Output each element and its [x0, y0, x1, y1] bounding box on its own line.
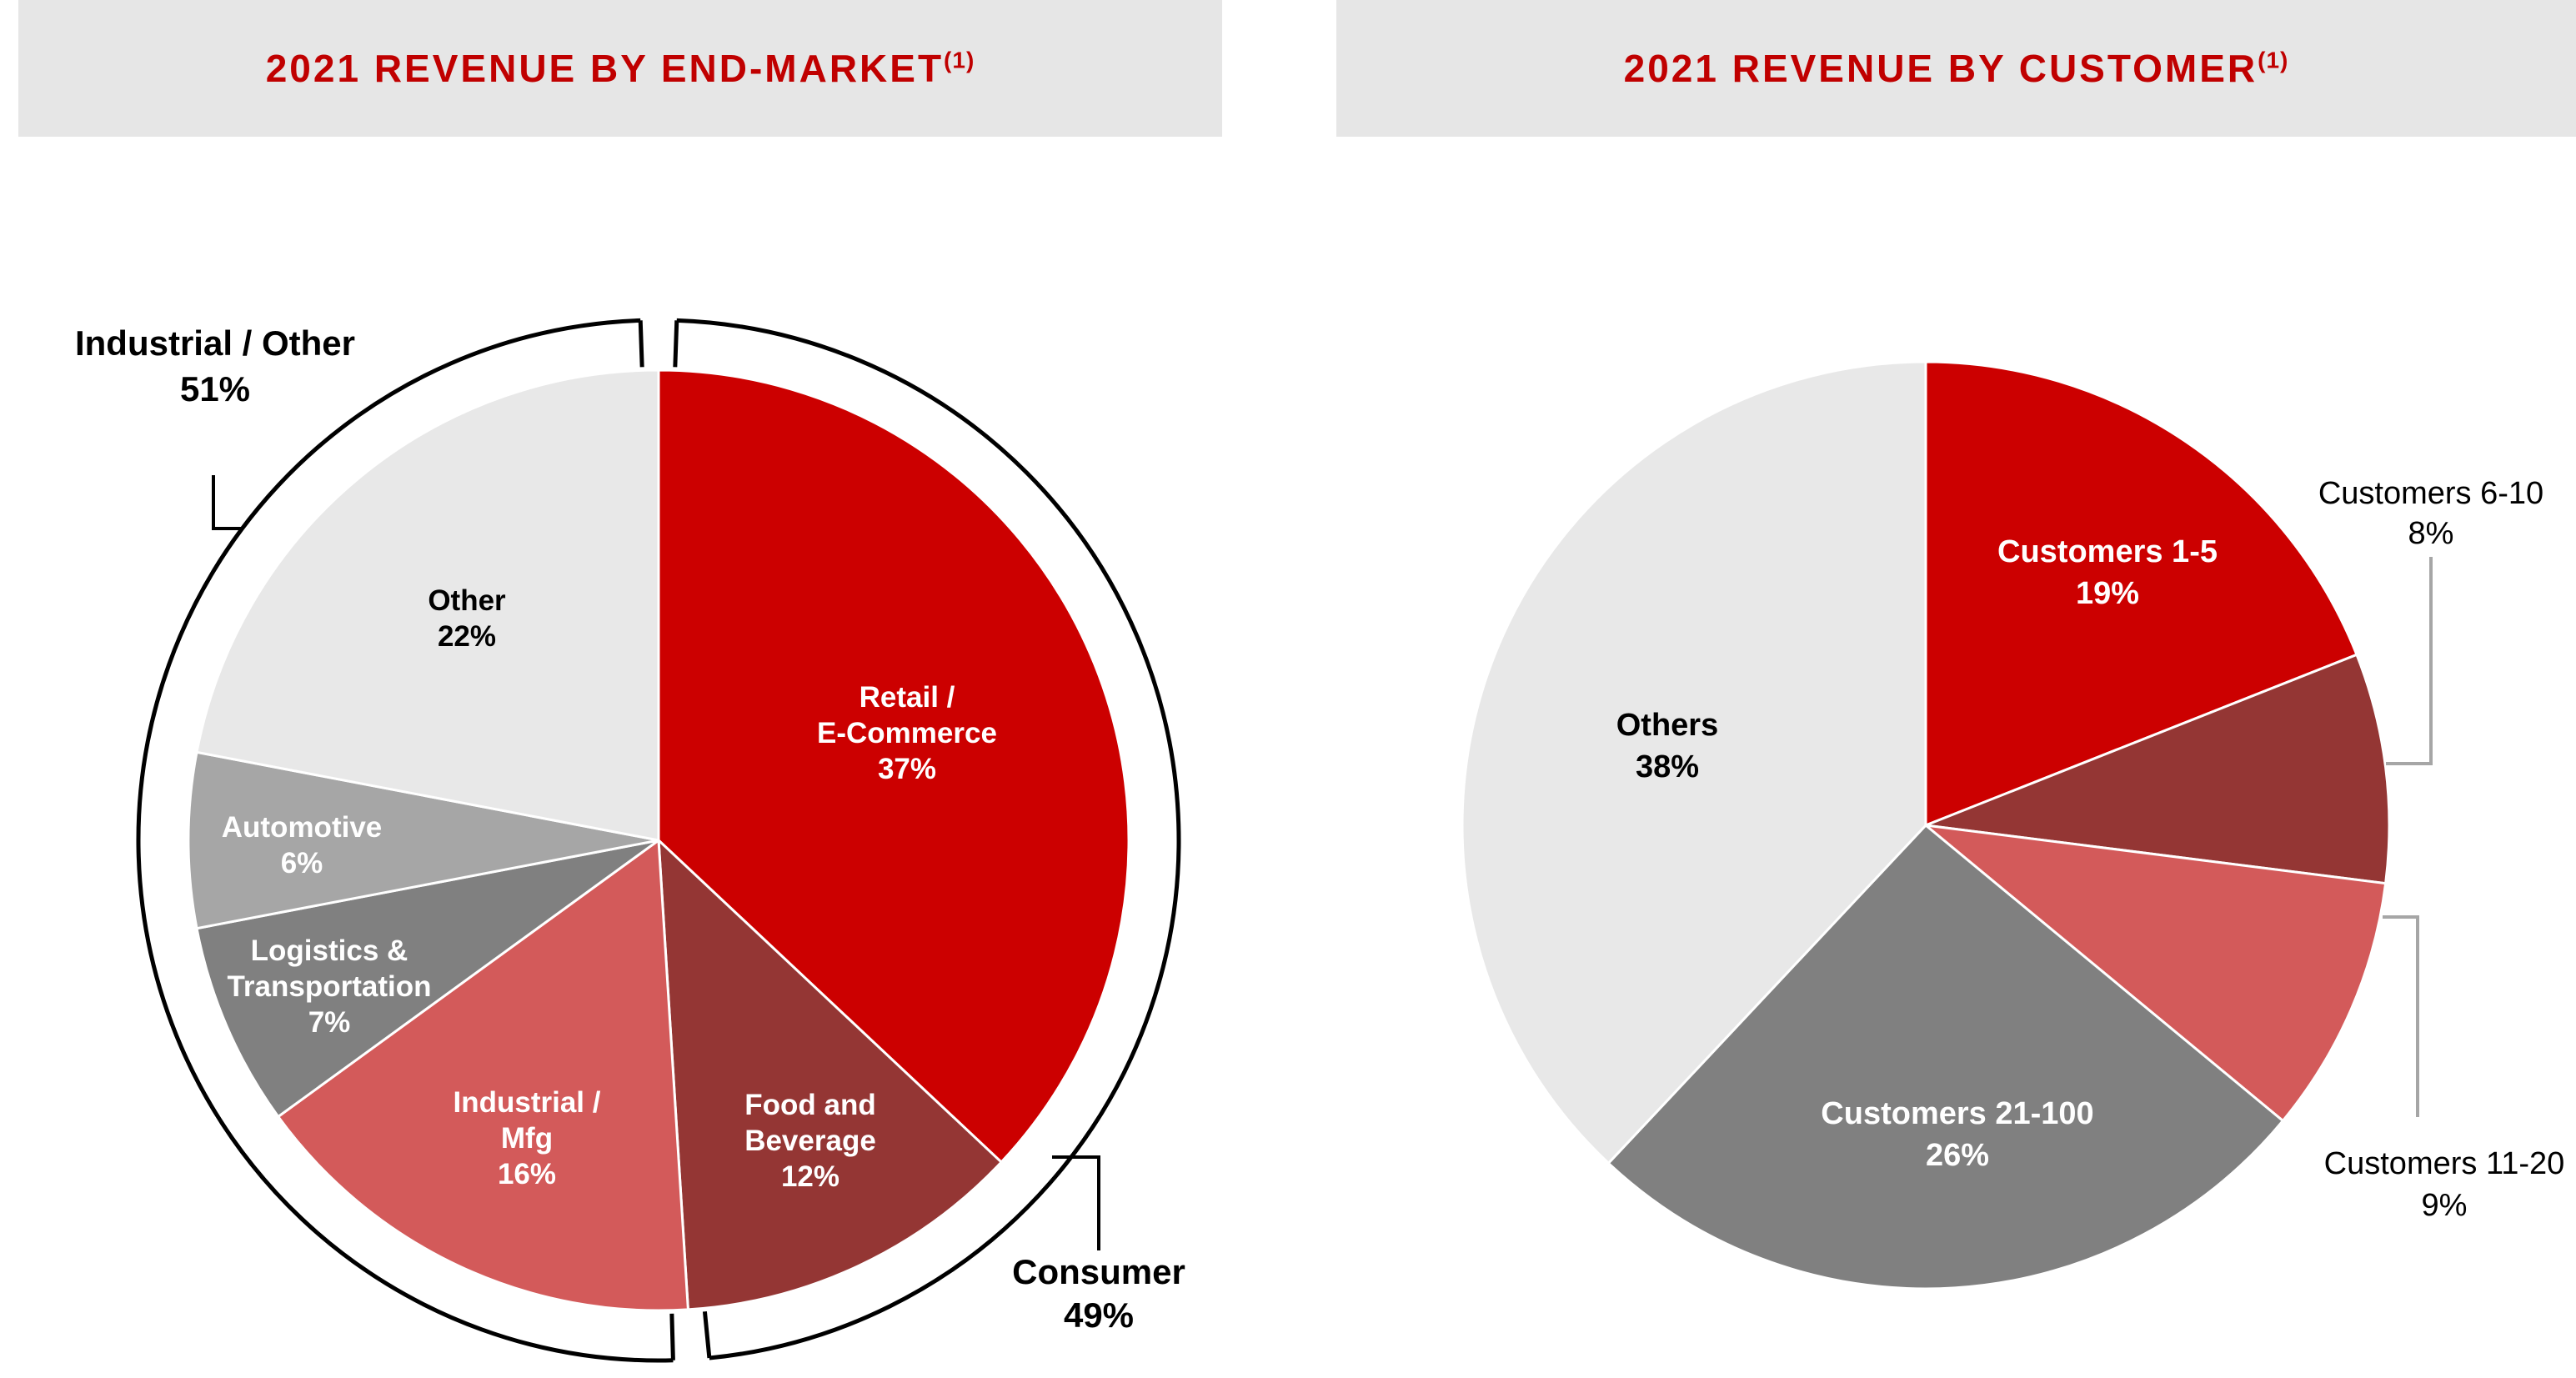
end-market-label-other-line-1: Other	[428, 584, 506, 617]
header-right: 2021 REVENUE BY CUSTOMER(1)	[1336, 0, 2576, 137]
customer-slice-customers-11-20	[1922, 823, 2388, 1123]
consumer-group-label-line-1: Consumer	[1012, 1252, 1185, 1291]
industrial-other-group-label-line-2: 51%	[180, 369, 250, 408]
end-market-label-logistics-transportation-line-3: 7%	[308, 1006, 351, 1039]
end-market-slice-retail-e-commerce	[657, 368, 1130, 1165]
end-market-slice-industrial-mfg	[276, 838, 690, 1312]
industrial-other-bracket-arc	[136, 318, 674, 1363]
consumer-leader-line	[1052, 1155, 1100, 1250]
customer-slice-others	[1461, 360, 1927, 1165]
customer-slice-customers-1-5	[1924, 360, 2358, 828]
end-market-label-retail-e-commerce-line-3: 37%	[878, 753, 936, 785]
industrial-bracket-tick-end	[638, 320, 644, 368]
customer-label-others-line-1: Others	[1616, 708, 1718, 743]
industrial-other-group-label-line-1: Industrial / Other	[75, 323, 355, 363]
end-market-label-industrial-mfg-line-3: 16%	[498, 1158, 556, 1190]
end-market-label-logistics-transportation-line-1: Logistics &	[251, 935, 408, 967]
customer-label-others-line-2: 38%	[1636, 749, 1699, 784]
header-left-title: 2021 REVENUE BY END-MARKET	[265, 47, 945, 90]
header-right-footnote: (1)	[2258, 47, 2289, 73]
end-market-label-retail-e-commerce-line-2: E-Commerce	[817, 717, 997, 749]
consumer-bracket-arc	[676, 318, 1181, 1360]
header-left-footnote: (1)	[944, 47, 975, 73]
customer-slice-customers-21-100	[1606, 823, 2285, 1290]
customer-label-customers-11-20-line-2: 9%	[2422, 1188, 2468, 1223]
header-right-title: 2021 REVENUE BY CUSTOMER	[1623, 47, 2258, 90]
industrial-other-leader-line	[212, 475, 243, 530]
customer-label-customers-21-100-line-2: 26%	[1926, 1138, 1989, 1173]
header-left-title-wrap: 2021 REVENUE BY END-MARKET(1)	[266, 46, 975, 91]
customers-11-20-leader-line	[2383, 915, 2419, 1117]
end-market-label-food-and-beverage-line-1: Food and	[744, 1089, 875, 1121]
end-market-slice-food-and-beverage	[657, 837, 1004, 1311]
end-market-label-other-line-2: 22%	[438, 620, 496, 653]
end-market-label-retail-e-commerce-line-1: Retail /	[860, 681, 955, 714]
customers-6-10-leader-line	[2386, 557, 2433, 765]
end-market-label-industrial-mfg-line-2: Mfg	[501, 1122, 553, 1155]
customer-label-customers-6-10-line-1: Customers 6-10	[2318, 476, 2543, 511]
end-market-label-logistics-transportation-line-2: Transportation	[227, 970, 431, 1003]
end-market-label-industrial-mfg-line-1: Industrial /	[454, 1086, 601, 1119]
consumer-bracket-tick-end	[702, 1311, 712, 1359]
customer-label-customers-21-100-line-1: Customers 21-100	[1821, 1096, 2093, 1131]
industrial-bracket-tick-start	[669, 1313, 675, 1360]
header-right-title-wrap: 2021 REVENUE BY CUSTOMER(1)	[1624, 46, 2289, 91]
customer-label-customers-1-5-line-2: 19%	[2076, 576, 2139, 611]
end-market-slice-logistics-transportation	[195, 839, 659, 1119]
customer-label-customers-6-10-line-2: 8%	[2408, 516, 2454, 551]
consumer-bracket-tick-start	[673, 320, 679, 368]
customer-label-customers-1-5-line-1: Customers 1-5	[1997, 534, 2218, 569]
end-market-label-automotive-line-2: 6%	[281, 847, 323, 879]
customer-slice-customers-6-10	[1925, 653, 2391, 885]
consumer-group-label-line-2: 49%	[1064, 1295, 1134, 1335]
end-market-label-automotive-line-1: Automotive	[222, 811, 383, 844]
end-market-label-food-and-beverage-line-3: 12%	[781, 1160, 839, 1193]
header-left: 2021 REVENUE BY END-MARKET(1)	[18, 0, 1222, 137]
end-market-label-food-and-beverage-line-2: Beverage	[744, 1125, 876, 1157]
customer-label-customers-11-20-line-1: Customers 11-20	[2324, 1146, 2565, 1181]
end-market-slice-automotive	[187, 750, 659, 930]
end-market-slice-other	[195, 368, 660, 842]
